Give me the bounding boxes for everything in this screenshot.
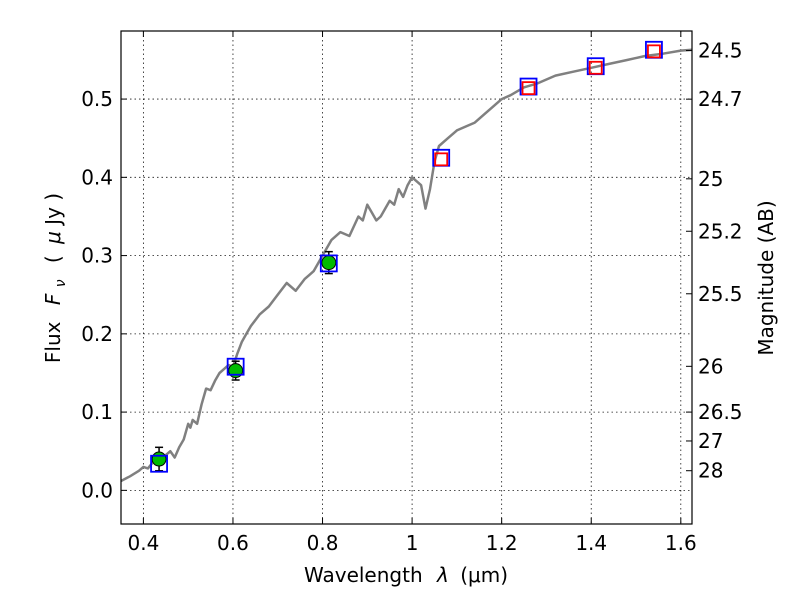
model-point-blue (319, 254, 338, 273)
x-tick-label: 1.2 (486, 531, 518, 555)
x-axis-label-text: Wavelength (304, 563, 423, 587)
model-point-red (647, 44, 661, 59)
y2-axis-label: Magnitude (AB) (754, 200, 778, 355)
model-point-blue (150, 454, 168, 473)
model-point-red (588, 60, 603, 75)
y2-tick-label: 27 (698, 429, 723, 453)
y-tick-label: 0.3 (81, 244, 113, 268)
x-tick-label: 1.4 (575, 531, 607, 555)
plot-frame (120, 30, 693, 525)
y-axis-label-unit-open: ( (41, 255, 65, 263)
y2-tick-label: 25.5 (698, 282, 743, 306)
x-tick-label: 0.4 (127, 531, 159, 555)
y2-tick-label: 25 (698, 167, 723, 191)
grid-layer (121, 31, 692, 524)
observed-point (151, 451, 167, 467)
y-axis-label-unit-mu: μ (41, 231, 65, 245)
y-axis-label-subscript: ν (53, 279, 69, 287)
x-tick-label: 0.6 (217, 531, 249, 555)
y2-tick-label: 24.7 (698, 87, 743, 111)
x-tick-label: 1.6 (665, 531, 697, 555)
x-axis-label-symbol: λ (436, 563, 449, 587)
y-tick-label: 0.0 (81, 478, 113, 502)
y-axis-label-symbol: F (41, 293, 65, 305)
x-tick-label: 1 (406, 531, 419, 555)
tick-layer: 0.4 0.6 0.8 1 1.2 1.4 1.6 0.0 0.1 0.2 0.3 0.4 0.5 24.… (81, 31, 743, 555)
y2-tick-label: 26.5 (698, 400, 743, 424)
observed-point (321, 255, 337, 271)
y-tick-label: 0.4 (81, 165, 113, 189)
data-layer (121, 40, 692, 483)
y-tick-label: 0.5 (81, 87, 113, 111)
y-tick-label: 0.1 (81, 400, 113, 424)
x-axis-label: Wavelength λ (μm) (304, 563, 508, 587)
y-axis-label-text: Flux (41, 321, 65, 363)
model-point-red (521, 81, 536, 96)
x-axis-label-unit: (μm) (460, 563, 508, 587)
y-axis-label-unit-rest: Jy ) (41, 193, 65, 227)
y2-tick-label: 24.5 (698, 39, 743, 63)
spectrum-line (121, 48, 692, 483)
y2-tick-label: 28 (698, 459, 723, 483)
y-axis-label: Flux F ν ( μ Jy ) (41, 193, 70, 363)
y2-tick-label: 25.2 (698, 219, 743, 243)
x-tick-label: 0.8 (307, 531, 339, 555)
model-point-red (434, 152, 449, 167)
model-point-blue (226, 357, 245, 376)
y2-tick-label: 26 (698, 354, 723, 378)
y-tick-label: 0.2 (81, 322, 113, 346)
